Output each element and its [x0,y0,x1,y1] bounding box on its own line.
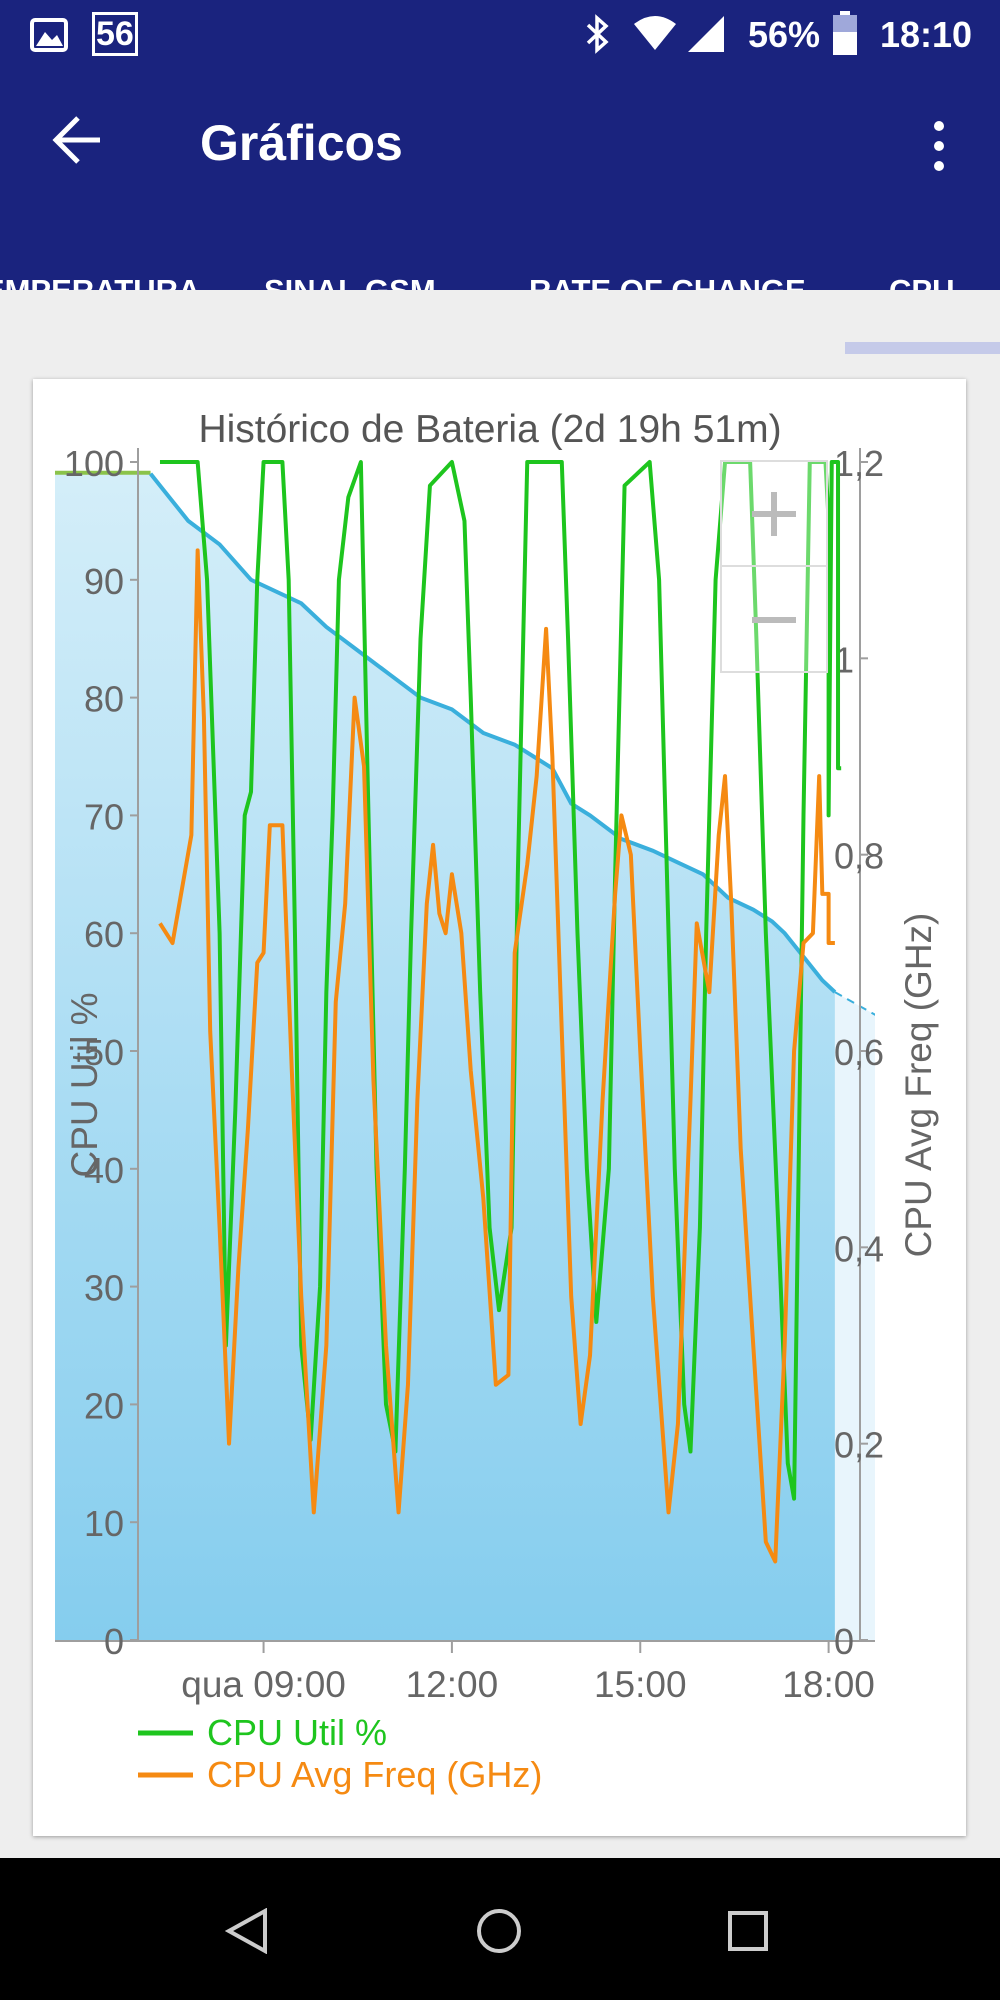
y-tick-label: 60 [84,914,124,955]
y2-axis-label: CPU Avg Freq (GHz) [898,913,939,1258]
x-tick-label: 15:00 [594,1664,687,1705]
y2-tick-label: 0,8 [834,836,884,877]
y-tick-label: 90 [84,561,124,602]
y-tick-label: 0 [104,1621,124,1662]
chart-title: Histórico de Bateria (2d 19h 51m) [198,408,781,451]
battery-percent: 56% [748,14,821,55]
app-bar: Gráficos TEMPERATURA SINAL GSM RATE OF C… [0,68,1000,290]
x-tick-label: qua 09:00 [181,1664,346,1705]
y2-tick-label: 0 [834,1621,854,1662]
y-tick-label: 30 [84,1268,124,1309]
tab-temperatura[interactable]: TEMPERATURA [0,273,200,290]
series-cpu-util-line [159,460,842,1501]
tab-strip: TEMPERATURA SINAL GSM RATE OF CHANGE CPU [0,68,1000,290]
bluetooth-icon [586,14,609,54]
battery-history-chart: 010203040506070809010000,20,40,60,811,2q… [55,408,939,1795]
navigation-bar [0,1858,1000,2000]
x-tick-label: 18:00 [782,1664,875,1705]
wifi-icon [634,16,676,50]
signal-icon [688,16,724,52]
y-tick-label: 70 [84,796,124,837]
tab-sinal-gsm[interactable]: SINAL GSM [264,273,436,290]
y-tick-label: 50 [84,1032,124,1073]
tab-cpu[interactable]: CPU [889,273,954,290]
legend: CPU Util % CPU Avg Freq (GHz) [138,1712,542,1795]
y2-tick-label: 1,2 [834,443,884,484]
notification-badge: 56 [96,15,134,53]
y-tick-label: 100 [64,443,124,484]
battery-icon [833,11,857,55]
zoom-in-button[interactable] [721,461,827,566]
image-icon [30,18,68,52]
notification-badge-icon: 56 [92,12,138,56]
y-tick-label: 10 [84,1503,124,1544]
back-arrow-icon[interactable] [50,110,110,170]
y2-tick-label: 0,2 [834,1425,884,1466]
y-tick-label: 40 [84,1150,124,1191]
tab-rate-of-change[interactable]: RATE OF CHANGE [529,273,806,290]
battery-area [55,473,835,1640]
x-tick-label: 12:00 [406,1664,499,1705]
battery-projection-area [834,992,875,1640]
legend-cpu-freq: CPU Avg Freq (GHz) [207,1754,542,1795]
page-title: Gráficos [200,115,403,171]
y2-tick-label: 0,6 [834,1032,884,1073]
zoom-controls [720,460,828,673]
y-tick-label: 20 [84,1385,124,1426]
tab-indicator [845,342,1000,354]
y2-tick-label: 0,4 [834,1228,884,1269]
y-axis-label: CPU Util % [64,992,105,1177]
nav-recents-icon[interactable] [727,1910,769,1952]
nav-back-icon[interactable] [225,1908,269,1954]
legend-cpu-util: CPU Util % [207,1712,387,1753]
series-cpu-freq-line [158,548,835,1564]
more-options-icon[interactable] [914,118,964,174]
nav-home-icon[interactable] [474,1906,524,1956]
status-bar: 56 56% 18:10 [0,0,1000,68]
battery-line [148,472,837,994]
y-tick-label: 80 [84,679,124,720]
zoom-out-button[interactable] [721,566,827,672]
status-time: 18:10 [880,14,973,55]
